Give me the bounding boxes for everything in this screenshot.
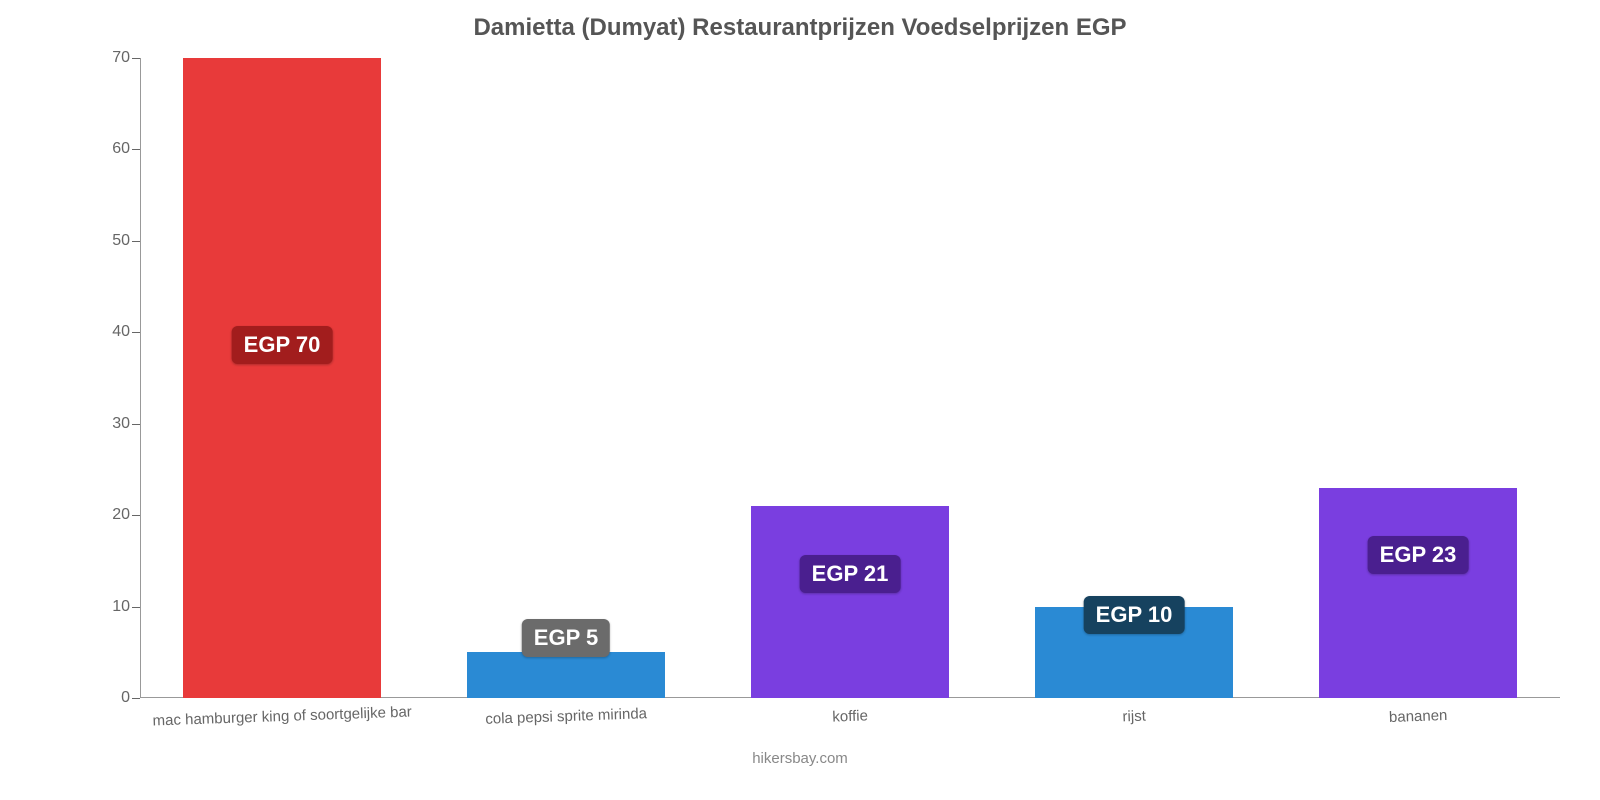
y-tick-mark (132, 424, 140, 425)
value-badge: EGP 21 (800, 555, 901, 593)
bar (467, 652, 666, 698)
bar (751, 506, 950, 698)
value-badge: EGP 23 (1368, 536, 1469, 574)
chart-title: Damietta (Dumyat) Restaurantprijzen Voed… (0, 0, 1600, 42)
bar (1319, 488, 1518, 698)
plot-area: 010203040506070EGP 70mac hamburger king … (140, 58, 1560, 698)
y-tick-mark (132, 607, 140, 608)
y-tick-mark (132, 515, 140, 516)
x-category-label: mac hamburger king of soortgelijke bar (152, 693, 412, 729)
x-category-label: koffie (832, 697, 869, 725)
y-tick-mark (132, 332, 140, 333)
x-category-label: cola pepsi sprite mirinda (485, 695, 648, 728)
y-tick-mark (132, 698, 140, 699)
y-tick-mark (132, 58, 140, 59)
bar (183, 58, 382, 698)
y-tick-mark (132, 149, 140, 150)
y-tick-mark (132, 241, 140, 242)
x-category-label: rijst (1122, 698, 1146, 726)
value-badge: EGP 70 (232, 326, 333, 364)
value-badge: EGP 5 (522, 619, 610, 657)
price-bar-chart: Damietta (Dumyat) Restaurantprijzen Voed… (0, 0, 1600, 800)
x-category-label: bananen (1388, 697, 1447, 726)
chart-footer: hikersbay.com (752, 750, 848, 767)
y-axis-line (140, 58, 141, 698)
value-badge: EGP 10 (1084, 596, 1185, 634)
